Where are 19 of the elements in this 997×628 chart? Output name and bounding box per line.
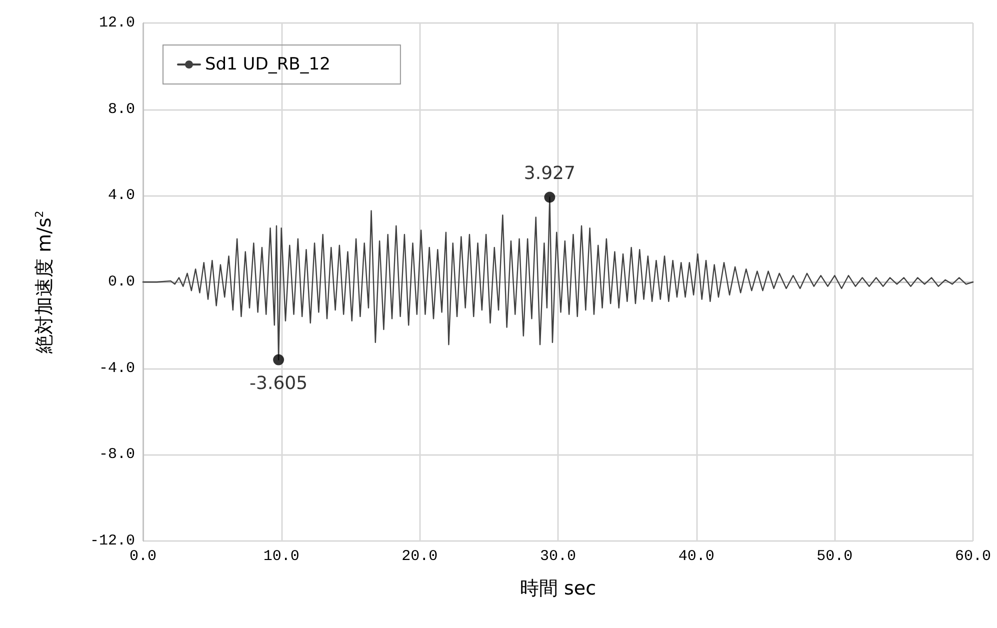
y-tick-label: -12.0 xyxy=(90,532,135,550)
x-tick-label: 20.0 xyxy=(402,548,438,565)
x-axis-title: 時間 sec xyxy=(520,578,596,600)
x-tick-label: 30.0 xyxy=(540,548,576,565)
x-tick-label: 0.0 xyxy=(129,548,157,565)
x-tick-label: 50.0 xyxy=(816,548,853,565)
y-axis-title: 絶対加速度 m/s2 xyxy=(33,210,56,354)
x-tick-label: 40.0 xyxy=(678,548,714,565)
x-tick-label: 10.0 xyxy=(263,548,300,565)
y-tick-label: -8.0 xyxy=(98,446,135,464)
y-tick-label: 0.0 xyxy=(108,274,135,290)
y-tick-label: 8.0 xyxy=(108,100,135,118)
legend-label: Sd1 UD_RB_12 xyxy=(205,54,330,74)
x-tick-label: 60.0 xyxy=(954,548,992,565)
y-tick-label: 12.0 xyxy=(98,14,135,32)
y-tick-label: -4.0 xyxy=(98,360,135,377)
data-label: 3.927 xyxy=(524,163,576,184)
y-tick-label: 4.0 xyxy=(108,187,135,204)
data-label: -3.605 xyxy=(250,372,308,394)
